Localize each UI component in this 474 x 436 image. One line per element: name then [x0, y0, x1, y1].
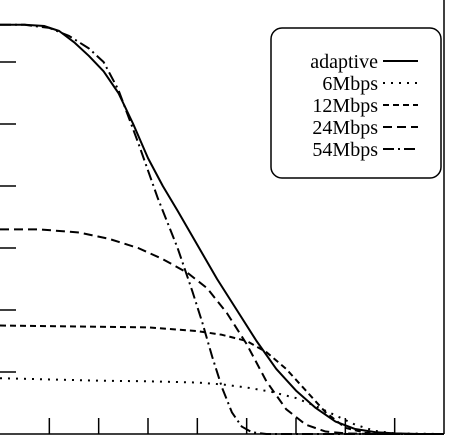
- legend-label-12mbps: 12Mbps: [312, 95, 378, 117]
- legend-box: [270, 27, 442, 179]
- series-line-12mbps: [0, 324, 444, 435]
- series-line-54mbps: [0, 23, 444, 435]
- series-line-adaptive: [0, 23, 444, 435]
- legend-label-6mbps: 6Mbps: [322, 73, 378, 95]
- series-line-24mbps: [0, 228, 444, 435]
- legend-label-24mbps: 24Mbps: [312, 117, 378, 139]
- legend-label-adaptive: adaptive: [310, 51, 378, 73]
- legend-label-54mbps: 54Mbps: [312, 139, 378, 161]
- plot-area: [0, 23, 445, 435]
- series-line-6mbps: [0, 377, 445, 435]
